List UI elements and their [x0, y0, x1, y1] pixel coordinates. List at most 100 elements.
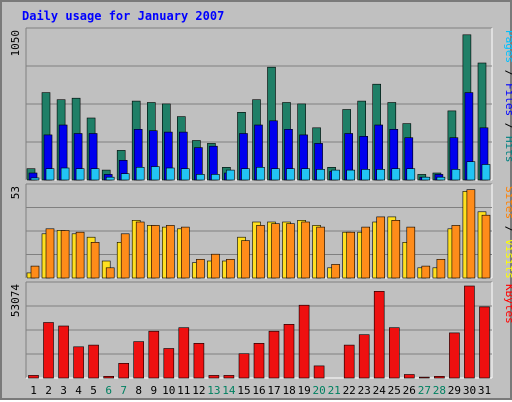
- x-tick-label: 27: [418, 384, 431, 397]
- x-tick-label: 8: [135, 384, 142, 397]
- x-tick-label: 20: [312, 384, 325, 397]
- panel-mid: 53 Sites / Visits: [9, 183, 512, 279]
- bar-sites: [45, 228, 55, 279]
- x-tick-label: 13: [207, 384, 220, 397]
- bar-kbytes: [358, 334, 370, 379]
- x-tick-label: 11: [177, 384, 190, 397]
- bar-kbytes: [163, 348, 175, 379]
- x-tick-label: 24: [373, 384, 387, 397]
- x-tick-label: 19: [297, 384, 310, 397]
- bar-sites: [241, 240, 250, 279]
- bar-sites: [135, 221, 145, 279]
- bar-sites: [75, 231, 85, 279]
- bar-pages: [481, 164, 491, 181]
- bar-pages: [346, 169, 356, 181]
- bar-kbytes: [313, 365, 325, 379]
- bar-sites: [481, 214, 491, 279]
- bar-pages: [406, 168, 416, 181]
- bar-sites: [451, 225, 461, 279]
- bar-kbytes: [43, 322, 54, 379]
- bar-pages: [151, 166, 160, 181]
- x-axis: 1 2 3 4 5 6 7 8 9 10 11 12 13 14 15 16 17 18 19 20 21 22 23 24 2…: [30, 384, 491, 397]
- panel-bottom: 53074 KBytes: [9, 281, 512, 379]
- bar-kbytes: [283, 323, 295, 379]
- bar-kbytes: [464, 285, 475, 379]
- x-tick-label: 2: [45, 384, 52, 397]
- bar-kbytes: [479, 306, 490, 379]
- bar-kbytes: [118, 362, 129, 379]
- x-tick-label: 21: [328, 384, 341, 397]
- bar-sites: [90, 242, 100, 279]
- x-tick-label: 6: [105, 384, 112, 397]
- bar-pages: [301, 168, 310, 181]
- x-tick-label: 12: [192, 384, 205, 397]
- bar-sites: [120, 233, 130, 279]
- bar-pages: [75, 168, 85, 181]
- panel-top-max-label: 1050: [9, 30, 22, 57]
- bar-sites: [105, 267, 115, 279]
- x-tick-label: 3: [60, 384, 67, 397]
- bar-sites: [316, 226, 325, 279]
- bar-pages: [105, 176, 115, 181]
- x-tick-label: 15: [237, 384, 250, 397]
- bar-sites: [346, 231, 356, 279]
- bar-pages: [391, 168, 401, 181]
- bar-pages: [421, 176, 431, 181]
- bar-kbytes: [73, 346, 84, 379]
- bar-pages: [211, 174, 220, 181]
- chart-panels: 1050 Pages / Files / Hits 53 Sites / Visits…: [9, 27, 512, 379]
- bar-sites: [166, 225, 175, 279]
- bar-pages: [45, 168, 55, 181]
- bar-pages: [331, 169, 340, 181]
- bar-kbytes: [193, 342, 205, 379]
- bar-kbytes: [343, 344, 355, 379]
- bar-sites: [376, 216, 386, 279]
- bar-sites: [256, 225, 265, 279]
- x-tick-label: 22: [343, 384, 356, 397]
- legend-text: /: [503, 63, 512, 83]
- bar-pages: [451, 169, 461, 181]
- bar-kbytes: [133, 341, 144, 379]
- x-tick-label: 5: [90, 384, 97, 397]
- bar-kbytes: [434, 375, 445, 379]
- bar-pages: [241, 168, 250, 181]
- bar-sites: [361, 226, 371, 279]
- bar-sites: [406, 226, 416, 279]
- x-tick-label: 23: [358, 384, 371, 397]
- bar-kbytes: [418, 376, 430, 379]
- legend-text: KBytes: [503, 284, 512, 324]
- x-tick-label: 9: [150, 384, 157, 397]
- bar-pages: [166, 167, 175, 181]
- bar-kbytes: [403, 374, 415, 379]
- legend-text: Pages: [503, 30, 512, 63]
- x-tick-label: 16: [252, 384, 265, 397]
- x-tick-label: 4: [75, 384, 82, 397]
- bar-pages: [120, 173, 130, 181]
- bar-sites: [391, 220, 401, 279]
- x-tick-label: 25: [388, 384, 401, 397]
- panel-bottom-max-label: 53074: [9, 284, 22, 317]
- bar-sites: [331, 264, 340, 279]
- bar-kbytes: [253, 342, 265, 379]
- bar-pages: [90, 168, 100, 181]
- bar-pages: [436, 176, 446, 181]
- x-tick-label: 14: [222, 384, 236, 397]
- bar-kbytes: [178, 327, 190, 379]
- bar-kbytes: [208, 375, 220, 379]
- x-tick-label: 7: [120, 384, 127, 397]
- bar-pages: [286, 168, 295, 181]
- bar-pages: [135, 167, 145, 181]
- bar-kbytes: [223, 375, 235, 379]
- bar-sites: [151, 225, 160, 279]
- chart-title: Daily usage for January 2007: [22, 9, 224, 23]
- bar-kbytes: [58, 325, 69, 379]
- bar-pages: [181, 168, 190, 181]
- bar-pages: [376, 169, 386, 181]
- bar-pages: [256, 167, 265, 181]
- panel-mid-legend: Sites / Visits: [503, 186, 512, 279]
- bar-sites: [211, 253, 220, 279]
- bar-sites: [466, 189, 476, 279]
- bar-pages: [196, 174, 205, 181]
